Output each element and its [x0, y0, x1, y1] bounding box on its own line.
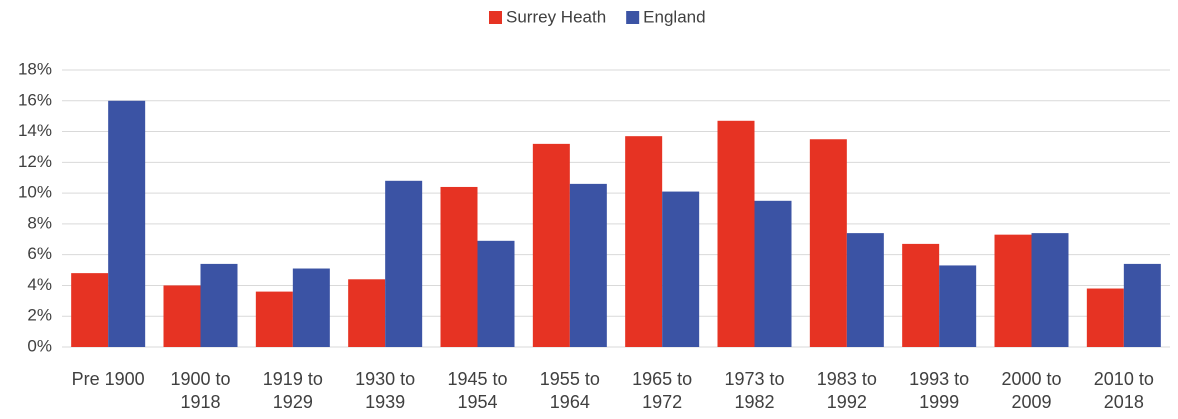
bar — [569, 183, 607, 347]
bar — [809, 139, 847, 347]
bar — [846, 233, 884, 347]
bar — [532, 143, 570, 347]
x-tick-label: 1900 to 1918 — [170, 369, 231, 412]
bar — [385, 180, 423, 347]
bar — [939, 265, 977, 347]
bar — [625, 136, 663, 347]
bar — [902, 243, 940, 347]
bar — [754, 200, 792, 347]
y-tick-label: 2% — [27, 306, 52, 325]
bar — [292, 268, 330, 347]
bar — [71, 273, 109, 347]
bar — [348, 279, 386, 347]
x-tick-label: 1993 to 1999 — [909, 369, 970, 412]
x-tick-label: 1945 to 1954 — [447, 369, 508, 412]
legend-label: England — [643, 7, 705, 26]
legend-swatch — [626, 11, 640, 24]
x-tick-label: 2010 to 2018 — [1093, 369, 1154, 412]
y-tick-label: 10% — [18, 183, 52, 202]
bar — [994, 234, 1032, 347]
bar — [163, 285, 201, 347]
bar — [255, 291, 293, 347]
y-tick-label: 12% — [18, 152, 52, 171]
y-tick-label: 0% — [27, 336, 52, 355]
y-tick-label: 14% — [18, 121, 52, 140]
bar — [717, 120, 755, 348]
bar — [1123, 263, 1161, 347]
x-tick-label: 1965 to 1972 — [632, 369, 693, 412]
bar — [108, 100, 146, 348]
bar — [200, 263, 238, 347]
bar — [662, 191, 700, 347]
y-tick-label: 4% — [27, 275, 52, 294]
bar — [1086, 288, 1124, 347]
x-tick-label: 1973 to 1982 — [724, 369, 785, 412]
y-tick-label: 6% — [27, 244, 52, 263]
bar — [1031, 233, 1069, 347]
y-tick-label: 16% — [18, 90, 52, 109]
x-tick-label: Pre 1900 — [71, 369, 145, 389]
x-tick-label: 1919 to 1929 — [262, 369, 323, 412]
legend-label: Surrey Heath — [506, 7, 606, 26]
legend-swatch — [489, 11, 502, 24]
x-tick-label: 2000 to 2009 — [1001, 369, 1062, 412]
y-tick-label: 18% — [18, 59, 52, 78]
bar — [440, 186, 478, 347]
x-tick-label: 1930 to 1939 — [355, 369, 416, 412]
bar — [477, 240, 515, 347]
x-tick-label: 1955 to 1964 — [539, 369, 600, 412]
y-tick-label: 8% — [27, 213, 52, 232]
x-tick-label: 1983 to 1992 — [816, 369, 877, 412]
